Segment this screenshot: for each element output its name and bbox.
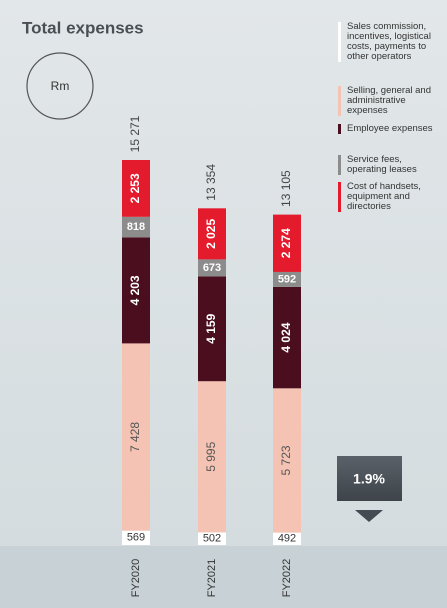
bar-segment bbox=[122, 530, 150, 545]
value-label: 2 274 bbox=[279, 228, 293, 258]
footer-band bbox=[0, 546, 447, 608]
bar-segment bbox=[198, 532, 226, 545]
bar-segment bbox=[122, 237, 150, 344]
bar-segment bbox=[198, 276, 226, 382]
value-label: 818 bbox=[127, 221, 145, 233]
chart-title: Total expenses bbox=[22, 18, 144, 37]
value-label: 5 995 bbox=[204, 441, 218, 471]
bar-segment bbox=[273, 286, 301, 389]
value-label: 502 bbox=[203, 533, 221, 545]
value-label: 7 428 bbox=[128, 422, 142, 452]
down-arrow bbox=[355, 510, 383, 522]
category-label: FY2021 bbox=[206, 559, 218, 598]
value-label: 492 bbox=[278, 533, 296, 545]
legend-item: Cost of handsets, equipment and director… bbox=[338, 182, 438, 212]
value-label: 2 025 bbox=[204, 219, 218, 249]
unit-circle bbox=[26, 52, 94, 120]
unit-label: Rm bbox=[51, 79, 70, 93]
category-label: FY2022 bbox=[281, 559, 293, 598]
value-label: 592 bbox=[278, 273, 296, 285]
total-label: 13 354 bbox=[204, 164, 218, 201]
bar-segment bbox=[273, 388, 301, 533]
total-label: 13 105 bbox=[279, 170, 293, 207]
value-label: 4 159 bbox=[204, 313, 218, 343]
legend-item: Service fees, operating leases bbox=[338, 155, 438, 175]
bar-segment bbox=[198, 259, 226, 277]
annotation: 1.9% bbox=[353, 471, 385, 487]
bar-segment bbox=[122, 216, 150, 238]
bar-segment bbox=[273, 532, 301, 545]
category-label: FY2020 bbox=[130, 559, 142, 598]
value-label: 673 bbox=[203, 262, 221, 274]
value-label: 5 723 bbox=[279, 445, 293, 475]
bar-segment bbox=[198, 208, 226, 260]
value-label: 4 203 bbox=[128, 275, 142, 305]
annotation-box bbox=[337, 456, 402, 501]
legend-item: Selling, general and administrative expe… bbox=[338, 86, 438, 116]
bar-segment bbox=[198, 381, 226, 533]
bar-segment bbox=[273, 214, 301, 272]
legend-item: Employee expenses bbox=[338, 124, 438, 134]
value-label: 2 253 bbox=[128, 173, 142, 203]
total-label: 15 271 bbox=[128, 115, 142, 152]
bar-segment bbox=[122, 343, 150, 531]
value-label: 4 024 bbox=[279, 322, 293, 352]
bar-segment bbox=[273, 271, 301, 287]
bar-segment bbox=[122, 160, 150, 217]
value-label: 569 bbox=[127, 532, 145, 544]
legend-item: Sales commission, incentives, logistical… bbox=[338, 22, 438, 62]
